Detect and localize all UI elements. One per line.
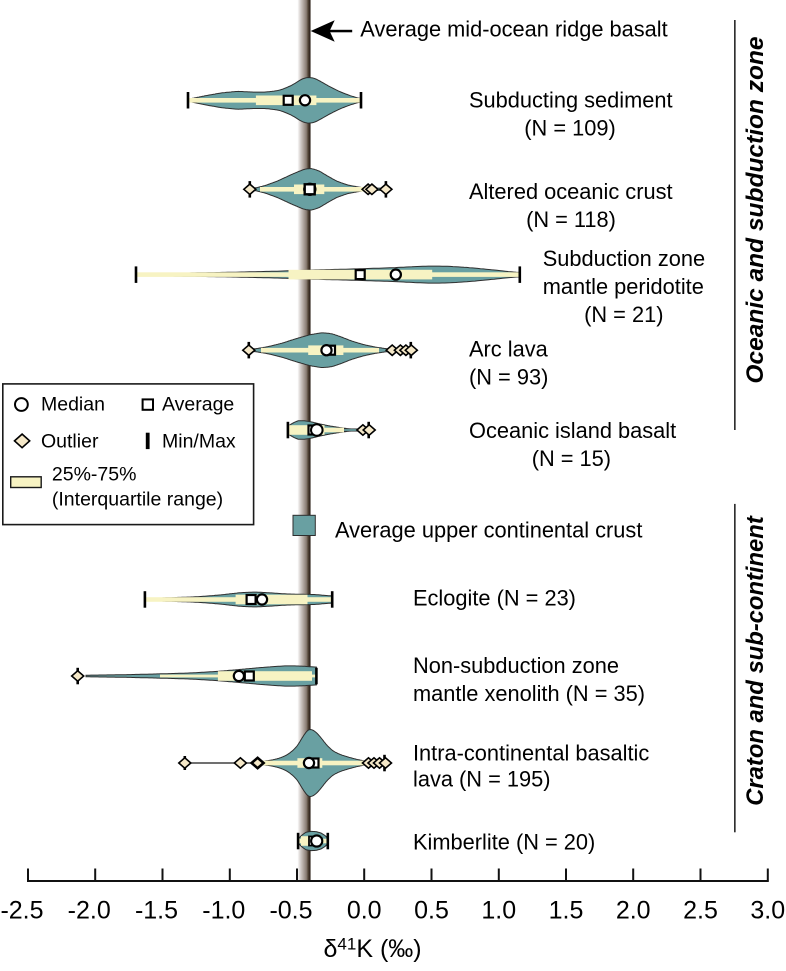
svg-text:Craton and sub-continent: Craton and sub-continent	[742, 515, 769, 806]
svg-text:(N = 93): (N = 93)	[469, 365, 548, 390]
svg-text:mantle xenolith (N = 35): mantle xenolith (N = 35)	[413, 681, 645, 706]
svg-text:Average mid-ocean ridge basalt: Average mid-ocean ridge basalt	[360, 17, 667, 42]
svg-text:δ41K (‰): δ41K (‰)	[324, 935, 422, 964]
svg-text:Min/Max: Min/Max	[162, 431, 236, 453]
svg-text:-0.5: -0.5	[269, 897, 312, 925]
svg-text:Average: Average	[162, 394, 234, 416]
svg-text:-2.5: -2.5	[0, 897, 43, 925]
svg-text:1.0: 1.0	[481, 897, 516, 925]
svg-text:lava (N = 195): lava (N = 195)	[413, 767, 551, 792]
svg-text:Oceanic and subduction zone: Oceanic and subduction zone	[742, 36, 769, 383]
svg-text:(N = 118): (N = 118)	[526, 207, 616, 232]
svg-text:-2.0: -2.0	[68, 897, 111, 925]
svg-text:(N = 21): (N = 21)	[584, 302, 663, 327]
svg-text:-1.5: -1.5	[135, 897, 178, 925]
svg-text:Median: Median	[41, 394, 105, 416]
svg-text:Intra-continental basaltic: Intra-continental basaltic	[413, 741, 649, 766]
svg-text:Altered oceanic crust: Altered oceanic crust	[469, 179, 673, 204]
svg-text:(N = 15): (N = 15)	[532, 446, 611, 471]
svg-text:0.0: 0.0	[347, 897, 382, 925]
svg-text:(Interquartile range): (Interquartile range)	[52, 488, 223, 510]
svg-text:Subduction zone: Subduction zone	[543, 246, 705, 271]
svg-text:2.0: 2.0	[616, 897, 651, 925]
svg-text:3.0: 3.0	[750, 897, 785, 925]
svg-text:Kimberlite (N = 20): Kimberlite (N = 20)	[413, 830, 595, 855]
svg-text:1.5: 1.5	[549, 897, 584, 925]
svg-text:2.5: 2.5	[683, 897, 718, 925]
svg-text:(N = 109): (N = 109)	[524, 116, 615, 141]
svg-text:Eclogite (N = 23): Eclogite (N = 23)	[413, 586, 576, 611]
svg-text:Subducting sediment: Subducting sediment	[469, 88, 673, 113]
svg-text:Average upper continental crus: Average upper continental crust	[335, 517, 642, 542]
svg-text:mantle peridotite: mantle peridotite	[543, 274, 704, 299]
svg-text:25%-75%: 25%-75%	[52, 463, 137, 485]
svg-text:Oceanic island basalt: Oceanic island basalt	[469, 418, 676, 443]
svg-text:Non-subduction zone: Non-subduction zone	[413, 653, 619, 678]
svg-text:Outlier: Outlier	[41, 431, 99, 453]
svg-text:0.5: 0.5	[414, 897, 449, 925]
svg-text:Arc lava: Arc lava	[469, 337, 549, 362]
svg-text:-1.0: -1.0	[202, 897, 245, 925]
